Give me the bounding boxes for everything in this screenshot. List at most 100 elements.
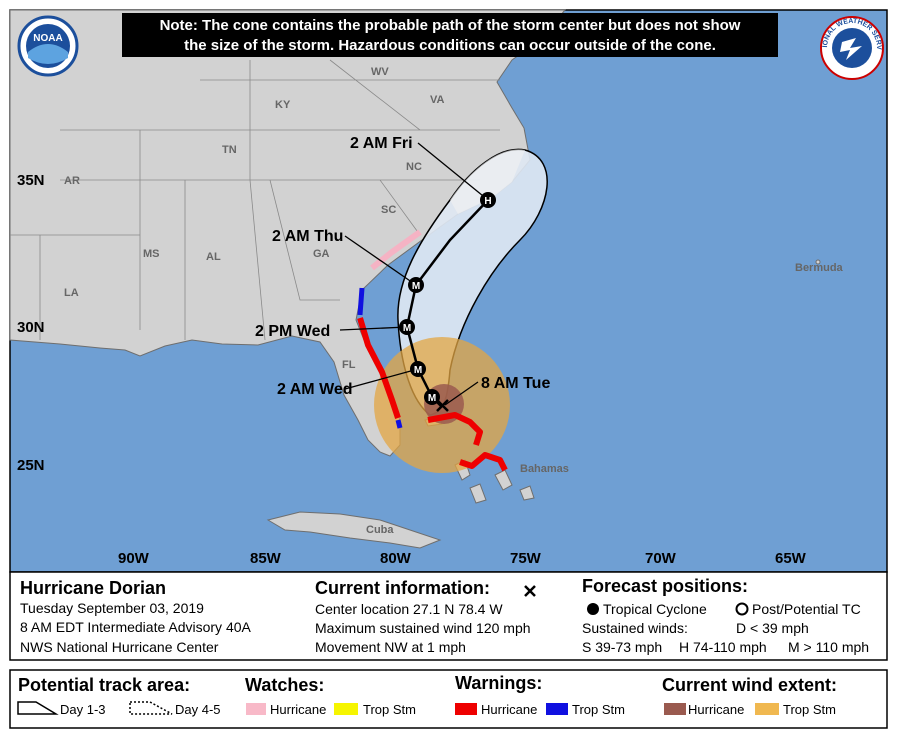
forecast-title: Forecast positions:: [582, 576, 748, 596]
latitude-label: 30N: [17, 319, 45, 336]
hurricane-warning: [357, 317, 401, 419]
leader-lines: [339, 142, 489, 406]
longitude-label: 85W: [250, 550, 282, 567]
legend-title: Current wind extent:: [662, 675, 837, 695]
center-icon: [524, 585, 536, 597]
legend-item: Hurricane: [270, 702, 326, 717]
forecast-item: Post/Potential TC: [752, 601, 861, 617]
longitude-label: 90W: [118, 550, 150, 567]
legend-title: Watches:: [245, 675, 324, 695]
legend-item: Trop Stm: [363, 702, 416, 717]
position-marker: [408, 277, 424, 293]
legend-item: Day 1-3: [60, 702, 106, 717]
legend-item: Hurricane: [688, 702, 744, 717]
forecast-item: S 39-73 mph: [582, 639, 662, 655]
longitude-label: 75W: [510, 550, 542, 567]
latitude-label: 25N: [17, 457, 45, 474]
position-letter: M: [428, 393, 436, 404]
day45-icon: [129, 701, 173, 715]
map-shape: [122, 13, 778, 57]
position-marker: [424, 389, 440, 405]
place-label: Bermuda: [795, 262, 844, 274]
forecast-item: Tropical Cyclone: [603, 601, 707, 617]
storm-line: 8 AM EDT Intermediate Advisory 40A: [20, 619, 252, 635]
position-marker: [410, 361, 426, 377]
legend-item: Trop Stm: [572, 702, 625, 717]
forecast-time: 2 PM Wed: [255, 323, 330, 340]
storm-name: Hurricane Dorian: [20, 578, 166, 598]
map-shape: [28, 44, 68, 64]
forecast-item: Sustained winds:: [582, 620, 688, 636]
legend-item: Day 4-5: [175, 702, 221, 717]
legend-title: Potential track area:: [18, 675, 190, 695]
place-label: Bahamas: [520, 463, 569, 475]
note-box: Note: The cone contains the probable pat…: [122, 13, 778, 57]
place-label: LA: [64, 287, 79, 299]
position-letter: M: [414, 365, 422, 376]
cone-day-4-5: [450, 149, 525, 214]
place-label: NC: [406, 161, 422, 173]
current-line: Center location 27.1 N 78.4 W: [315, 601, 503, 617]
position-letter: M: [412, 281, 420, 292]
position-letter: H: [484, 196, 491, 207]
position-letter: M: [403, 323, 411, 334]
forecast-time: 8 AM Tue: [481, 375, 550, 392]
forecast-time: 2 AM Fri: [350, 135, 413, 152]
bahamas: [424, 417, 535, 504]
place-label: AR: [64, 175, 80, 187]
place-label: GA: [313, 248, 330, 260]
wind-hurricane-swatch: [664, 703, 686, 715]
bermuda-island: [815, 259, 821, 265]
forecast-time: 2 AM Thu: [272, 228, 343, 245]
place-label: MS: [143, 248, 160, 260]
current-center-x: [436, 399, 449, 412]
watch-tropical-swatch: [334, 703, 358, 715]
current-title: Current information:: [315, 578, 490, 598]
info-panel: Hurricane Dorian Tuesday September 03, 2…: [9, 571, 888, 661]
map: H M M M M WV VA KY TN NC SC AR MS AL GA …: [9, 9, 888, 573]
longitude-label: 70W: [645, 550, 677, 567]
map-shape: [9, 571, 888, 661]
note-line: the size of the storm. Hazardous conditi…: [184, 37, 716, 54]
place-label: SC: [381, 204, 396, 216]
tropical-icon: [587, 603, 599, 615]
map-shape: H M M M M: [403, 196, 492, 404]
day13-icon: [17, 701, 59, 715]
place-label: FL: [342, 359, 356, 371]
legend-item: Hurricane: [481, 702, 537, 717]
noaa-text: NOAA: [33, 33, 62, 44]
tropical-storm-watch: [370, 229, 422, 271]
legend-title: Warnings:: [455, 673, 542, 693]
place-label: KY: [275, 99, 291, 111]
watch-hurricane-swatch: [246, 703, 266, 715]
position-marker: [480, 192, 496, 208]
place-label: VA: [430, 94, 445, 106]
storm-line: Tuesday September 03, 2019: [20, 600, 204, 616]
current-line: Movement NW at 1 mph: [315, 639, 466, 655]
forecast-time: 2 AM Wed: [277, 381, 353, 398]
position-marker: [399, 319, 415, 335]
forecast-item: D < 39 mph: [736, 620, 809, 636]
forecast-item: M > 110 mph: [788, 639, 869, 655]
place-label: TN: [222, 144, 237, 156]
storm-line: NWS National Hurricane Center: [20, 639, 219, 655]
legend-panel: Potential track area: Day 1-3 Day 4-5 Wa…: [9, 669, 888, 729]
longitude-label: 80W: [380, 550, 412, 567]
noaa-logo: NOAA: [17, 15, 79, 77]
post-icon: [735, 602, 749, 616]
latitude-label: 35N: [17, 172, 45, 189]
warning-hurricane-swatch: [455, 703, 477, 715]
longitude-label: 65W: [775, 550, 807, 567]
forecast-item: H 74-110 mph: [679, 639, 767, 655]
bahamas-hurricane-warning: [427, 412, 508, 472]
legend-item: Trop Stm: [783, 702, 836, 717]
map-shape: [9, 669, 888, 729]
place-label: AL: [206, 251, 221, 263]
tropical-storm-warning: [357, 287, 403, 429]
note-line: Note: The cone contains the probable pat…: [160, 17, 741, 34]
cuba: [266, 511, 442, 549]
warning-tropical-swatch: [546, 703, 568, 715]
wind-tropical-swatch: [755, 703, 779, 715]
state-borders: [10, 59, 500, 341]
